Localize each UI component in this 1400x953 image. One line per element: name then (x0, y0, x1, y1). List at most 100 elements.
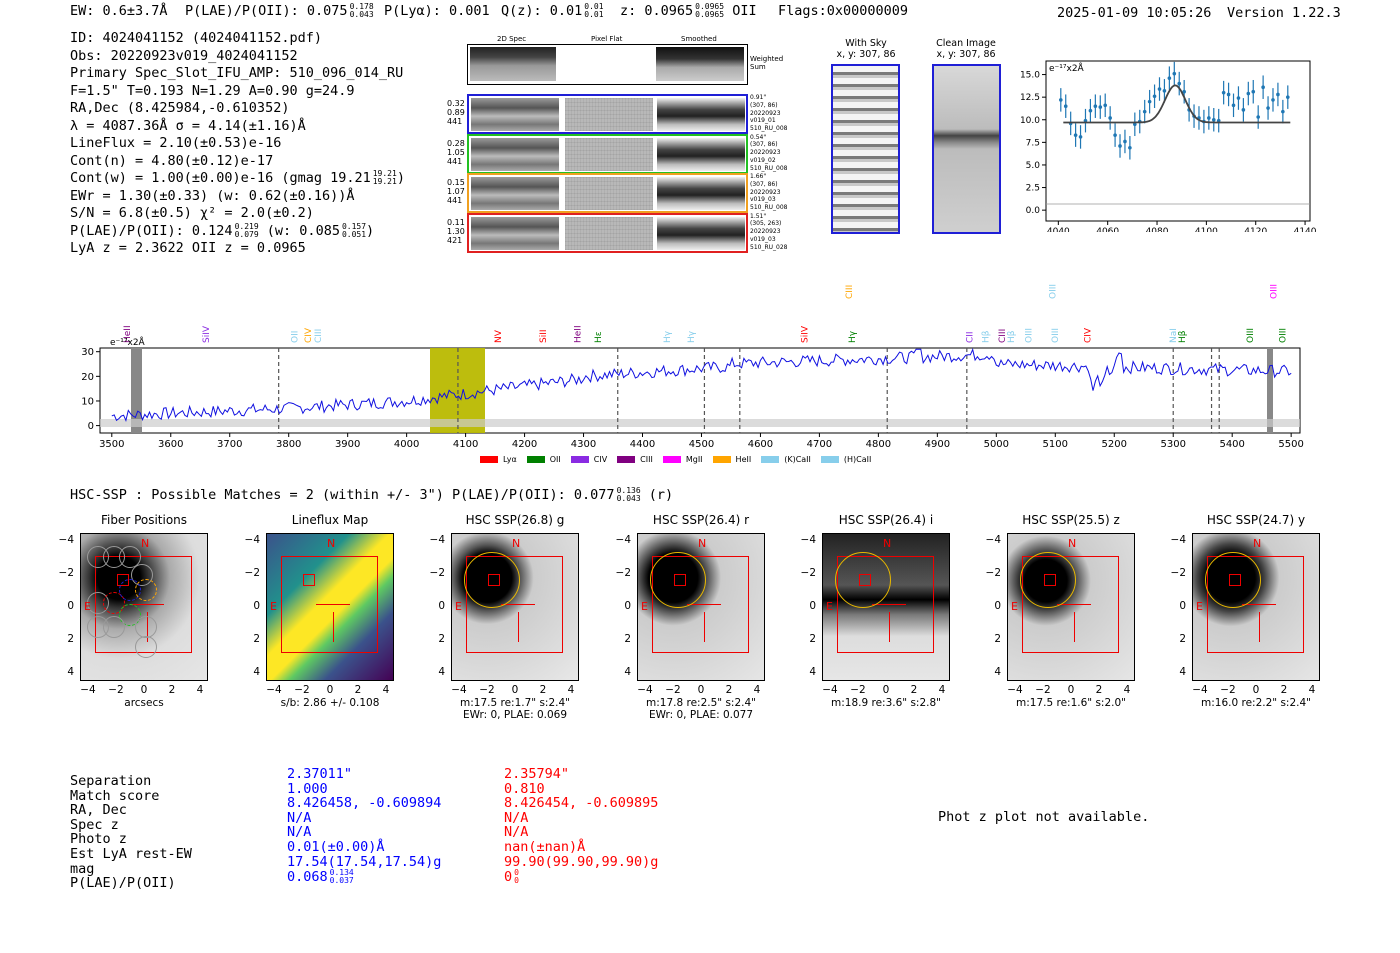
line-fit-x-ticks: 4040 4060 4080 4100 4120 4140 (1047, 221, 1317, 232)
cutout-x-tick-label: −4 (266, 684, 282, 696)
legend-label: OII (549, 455, 561, 464)
cutout-x-tick-label: −2 (850, 684, 866, 696)
match-table-cell: 99.90(99.90,99.90)g (504, 854, 658, 870)
cutout-title: Fiber Positions (100, 513, 188, 527)
detection-info: ID: 4024041152 (4024041152.pdf) Obs: 202… (70, 30, 405, 258)
cutout-x-tick-label: −4 (1007, 684, 1023, 696)
spectrum-x-tick-label: 4400 (630, 439, 655, 450)
info-sn: S/N = 6.8(±0.5) χ² = 2.0(±0.2) (70, 205, 314, 221)
cutout-east-label: E (1011, 600, 1018, 613)
line-fit-point (1073, 133, 1078, 137)
line-fit-x-tick-label: 4120 (1244, 227, 1267, 232)
spectrum-line-label: SiIV (801, 325, 811, 343)
info-radec: RA,Dec (8.425984,-0.610352) (70, 100, 290, 116)
fiber-circle (135, 636, 157, 658)
cutout-x-tick-label: −2 (1220, 684, 1236, 696)
match-table-label: RA, Dec (70, 802, 127, 819)
match-table-cell: 0.01(±0.00)Å (287, 840, 441, 855)
cutout-x-tick-label: 0 (326, 684, 334, 696)
cutout-crosshair-v (1259, 612, 1260, 642)
match-table-col-2: 2.35794" 0.810 8.426454, -0.609895 N/A N/A na… (504, 767, 658, 885)
spectrum-legend-item: Lyα (480, 455, 517, 464)
info-primary: Primary Spec_Slot_IFU_AMP: 510_096_014_R… (70, 65, 404, 81)
cutout-y-tick-label: −2 (800, 567, 816, 579)
spec2d-row-flat (565, 98, 653, 131)
spectrum-line-label: HeII (574, 325, 584, 343)
cutout-y-tick-label: 2 (624, 633, 631, 645)
spec2d-stat: 421 (447, 235, 463, 245)
cutout-footer-1: m:17.5 re:1.6" s:2.0" (1016, 697, 1126, 709)
full-spectrum-plot: HeII SiIV OII CIV CIII NV SiII HeII Hε Hγ Hγ SiIVCI… (81, 284, 1304, 450)
cutout-y-tick-label: −4 (1170, 534, 1186, 546)
cutout-footer-1: m:17.8 re:2.5" s:2.4" (646, 697, 756, 709)
match-table-cell: N/A (504, 810, 658, 826)
legend-label: HeII (735, 455, 752, 464)
cutout-x-tick-label: 2 (1280, 684, 1288, 696)
cutout-y-tick-label: −2 (1170, 567, 1186, 579)
spec2d-row-2d (471, 137, 559, 171)
spec2d-info: 1.51" (750, 212, 767, 220)
spec2d-info: (307, 86) (750, 180, 778, 188)
legend-swatch (662, 456, 681, 463)
cutout-x-tick-label: 0 (140, 684, 148, 696)
cutout-east-label: E (641, 600, 648, 613)
cutout-x-tick-label: 4 (753, 684, 761, 696)
spec2d-info: v019_02 (750, 156, 776, 164)
legend-label: Lyα (503, 455, 517, 464)
spectrum-unit-label: e⁻¹⁷x2Å (110, 336, 146, 348)
spectrum-x-tick-label: 3500 (99, 439, 124, 450)
cutout-y-tick-label: 2 (438, 633, 445, 645)
cutout-crosshair-v (518, 612, 519, 642)
match-table-label: P(LAE)/P(OII) (70, 875, 176, 892)
line-fit-point (1236, 96, 1241, 100)
info-ewr: EWr = 1.30(±0.33) (w: 0.62(±0.16))Å (70, 187, 355, 204)
cutout-title: HSC SSP(25.5) z (1022, 513, 1120, 527)
cutout-y-tick-label: 0 (67, 600, 74, 612)
cutout-ellipse (1205, 552, 1261, 608)
cutout-east-label: E (84, 600, 91, 613)
line-fit-point (1207, 116, 1211, 120)
spectrum-line-label: Hβ (1178, 330, 1188, 343)
line-fit-point (1182, 89, 1186, 94)
line-fit-point (1266, 106, 1270, 110)
line-fit-y-tick-label: 10.0 (1020, 116, 1040, 126)
match-table-label: Photo z (70, 831, 127, 848)
spectrum-line-label: NaI (1169, 328, 1179, 343)
cutout-crosshair-h (501, 604, 535, 605)
cutout-x-tick-label: 4 (938, 684, 946, 696)
cutout-footer-2: EWr: 0, PLAE: 0.069 (462, 709, 568, 721)
line-fit-x-tick-label: 4080 (1146, 227, 1169, 232)
spectrum-x-tick-label: 5500 (1278, 439, 1303, 450)
line-fit-frame (1045, 60, 1311, 222)
cutout-east-label: E (1196, 600, 1203, 613)
line-fit-point (1157, 87, 1162, 91)
spec2d-row-right-info: 0.91" (307, 86) 20220923 v019_01 510_RU_008 (750, 94, 787, 133)
legend-label: MgII (685, 455, 703, 464)
cutout-crosshair-h (316, 604, 350, 605)
spec2d-row-flat (565, 216, 653, 250)
spectrum-x-tick-label: 4300 (571, 439, 596, 450)
line-fit-point (1261, 85, 1265, 90)
spec2d-row (467, 133, 748, 174)
spec2d-info: v019_03 (750, 235, 776, 243)
cutout-footer-1: m:18.9 re:3.6" s:2.8" (831, 697, 941, 709)
spec2d-info: 20220923 (750, 109, 781, 117)
spectrum-line-label: CIII (314, 329, 324, 343)
info-contw: Cont(w) = 1.00(±0.00)e-16 (gmag 19.21 19.… (70, 169, 405, 187)
line-fit-point (1216, 118, 1221, 123)
line-fit-point (1098, 105, 1103, 109)
cutout-x-tick-label: 2 (168, 684, 176, 696)
spec2d-row-flat (565, 177, 653, 210)
spectrum-x-tick-label: 4000 (394, 439, 419, 450)
line-fit-point (1271, 98, 1275, 102)
cutout-x-tick-label: −2 (479, 684, 495, 696)
spec2d-col-title-3: Smoothed (681, 35, 717, 43)
cutout-east-label: E (270, 600, 277, 613)
cutout-y-tick-label: 4 (809, 666, 816, 678)
spectrum-line-label: OIII (1278, 328, 1288, 343)
fiber-circle (119, 604, 141, 626)
spec2d-info: 0.91" (750, 94, 767, 101)
cutout-title: HSC SSP(26.8) g (465, 513, 565, 527)
